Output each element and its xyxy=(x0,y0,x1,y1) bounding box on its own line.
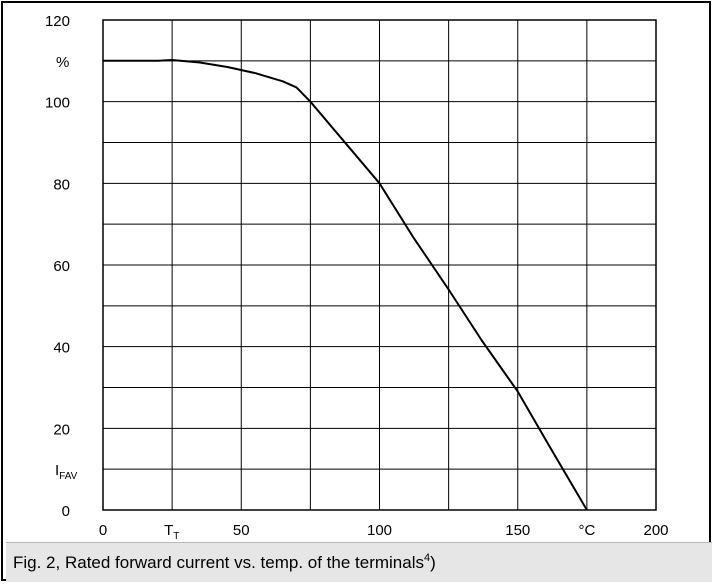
tick-labels: 0 20 40 60 80 100 120% IFAV 0 50 100 150 200 TT °C xyxy=(45,13,669,539)
grid xyxy=(102,19,657,511)
chart: 0 20 40 60 80 100 120% IFAV 0 50 100 150 200 TT °C xyxy=(45,13,669,539)
caption-main: Fig. 2, Rated forward current vs. temp. … xyxy=(13,553,424,572)
x-unit-label: °C xyxy=(578,522,595,539)
y-unit-label: % xyxy=(56,54,69,71)
plot-area xyxy=(103,59,588,511)
x-tick-label: 50 xyxy=(233,522,250,539)
caption-text: Fig. 2, Rated forward current vs. temp. … xyxy=(13,553,436,573)
y-tick-label: 0 xyxy=(62,503,70,520)
caption-footnote: 4 xyxy=(424,552,431,564)
data-line xyxy=(103,59,588,511)
y-tick-label: 20 xyxy=(53,421,70,438)
y-axis-label: IFAV xyxy=(55,462,78,482)
x-tick-label: 0 xyxy=(99,522,107,539)
y-tick-label: 40 xyxy=(53,340,70,357)
x-marker-label: TT xyxy=(164,522,179,539)
y-tick-label: 120 xyxy=(45,13,70,30)
x-tick-label: 150 xyxy=(505,522,530,539)
x-tick-label: 100 xyxy=(367,522,392,539)
y-tick-label: 60 xyxy=(53,258,70,275)
figure-caption: Fig. 2, Rated forward current vs. temp. … xyxy=(6,542,712,582)
y-tick-label: 80 xyxy=(53,176,70,193)
x-tick-label: 200 xyxy=(643,522,668,539)
plot-border xyxy=(102,19,657,511)
caption-suffix: ) xyxy=(430,553,436,572)
y-tick-label: 100 xyxy=(45,95,70,112)
